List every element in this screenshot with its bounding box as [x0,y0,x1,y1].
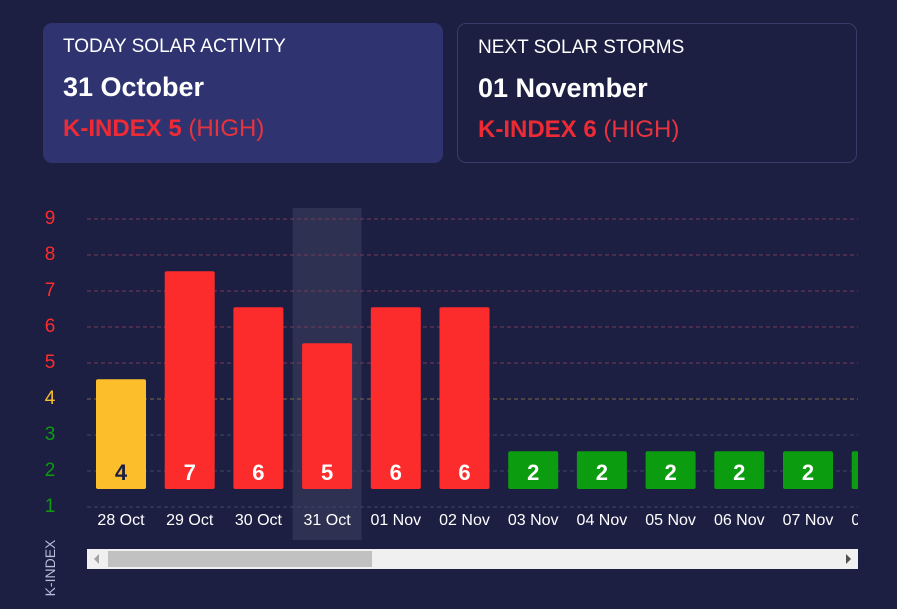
x-tick-label: 29 Oct [166,512,214,529]
today-label: TODAY SOLAR ACTIVITY [63,36,286,57]
horizontal-scrollbar[interactable] [87,549,858,569]
y-tick-label: 9 [44,208,56,229]
bar-value-label: 2 [733,460,745,485]
bar-04-nov[interactable] [576,451,627,489]
x-tick-label: 04 Nov [577,512,628,529]
bar-value-label: 2 [596,460,608,485]
bar-value-label: 7 [184,460,196,485]
x-tick-label: 03 Nov [508,512,559,529]
bar-value-label: 2 [664,460,676,485]
bar-05-nov[interactable] [645,451,696,489]
bar-value-label: 6 [458,460,470,485]
next-date: 01 November [478,73,648,103]
y-tick-label: 2 [44,460,56,481]
today-level: (HIGH) [188,115,265,142]
bar-03-nov[interactable] [508,451,559,489]
bar-07-nov[interactable] [783,451,833,489]
x-tick-label: 08 Nov [851,512,858,529]
x-tick-label: 31 Oct [304,512,352,529]
today-kindex-value: K-INDEX 5 [63,115,182,142]
bar-value-label: 6 [390,460,402,485]
next-label: NEXT SOLAR STORMS [478,37,685,58]
chart-plot: 4 28 Oct 7 29 Oct 6 30 Oct 5 31 Oct 6 01 Nov 6 02 N… [87,200,858,540]
bar-30-oct[interactable] [233,307,284,489]
x-tick-label: 07 Nov [783,512,834,529]
scroll-right-arrow-icon[interactable] [846,554,851,564]
bar-08-nov[interactable] [851,451,858,489]
scroll-left-arrow-icon[interactable] [94,554,99,564]
y-axis-title: K-INDEX [42,539,58,597]
chart-svg: 4 28 Oct 7 29 Oct 6 30 Oct 5 31 Oct 6 01 Nov 6 02 N… [87,208,858,540]
bar-06-nov[interactable] [714,451,765,489]
bar-value-label: 4 [115,460,128,485]
next-kindex: K-INDEX 6 (HIGH) [478,116,836,144]
scrollbar-thumb[interactable] [108,551,372,567]
y-tick-label: 1 [44,496,56,517]
x-tick-label: 01 Nov [370,512,421,529]
next-level: (HIGH) [603,116,680,143]
bar-31-oct[interactable] [302,343,353,489]
bar-28-oct[interactable] [96,379,146,489]
y-tick-label: 4 [44,388,56,409]
bar-value-label: 2 [802,460,814,485]
x-tick-label: 05 Nov [645,512,696,529]
next-kindex-value: K-INDEX 6 [478,116,597,143]
bar-value-label: 2 [527,460,539,485]
bar-value-label: 6 [252,460,264,485]
y-tick-label: 7 [44,280,56,301]
x-tick-label: 28 Oct [97,512,145,529]
x-tick-label: 02 Nov [439,512,490,529]
bar-02-nov[interactable] [439,307,490,489]
bar-29-oct[interactable] [164,271,215,489]
y-tick-label: 6 [44,316,56,337]
today-activity-card: TODAY SOLAR ACTIVITY 31 October K-INDEX … [43,23,443,163]
x-tick-label: 30 Oct [235,512,283,529]
today-kindex: K-INDEX 5 (HIGH) [63,115,423,143]
y-tick-label: 8 [44,244,56,265]
bar-01-nov[interactable] [370,307,421,489]
bar-value-label: 5 [321,460,333,485]
x-tick-label: 06 Nov [714,512,765,529]
next-storms-card: NEXT SOLAR STORMS 01 November K-INDEX 6 … [457,23,857,163]
today-date: 31 October [63,72,205,102]
y-tick-label: 5 [44,352,56,373]
y-tick-label: 3 [44,424,56,445]
